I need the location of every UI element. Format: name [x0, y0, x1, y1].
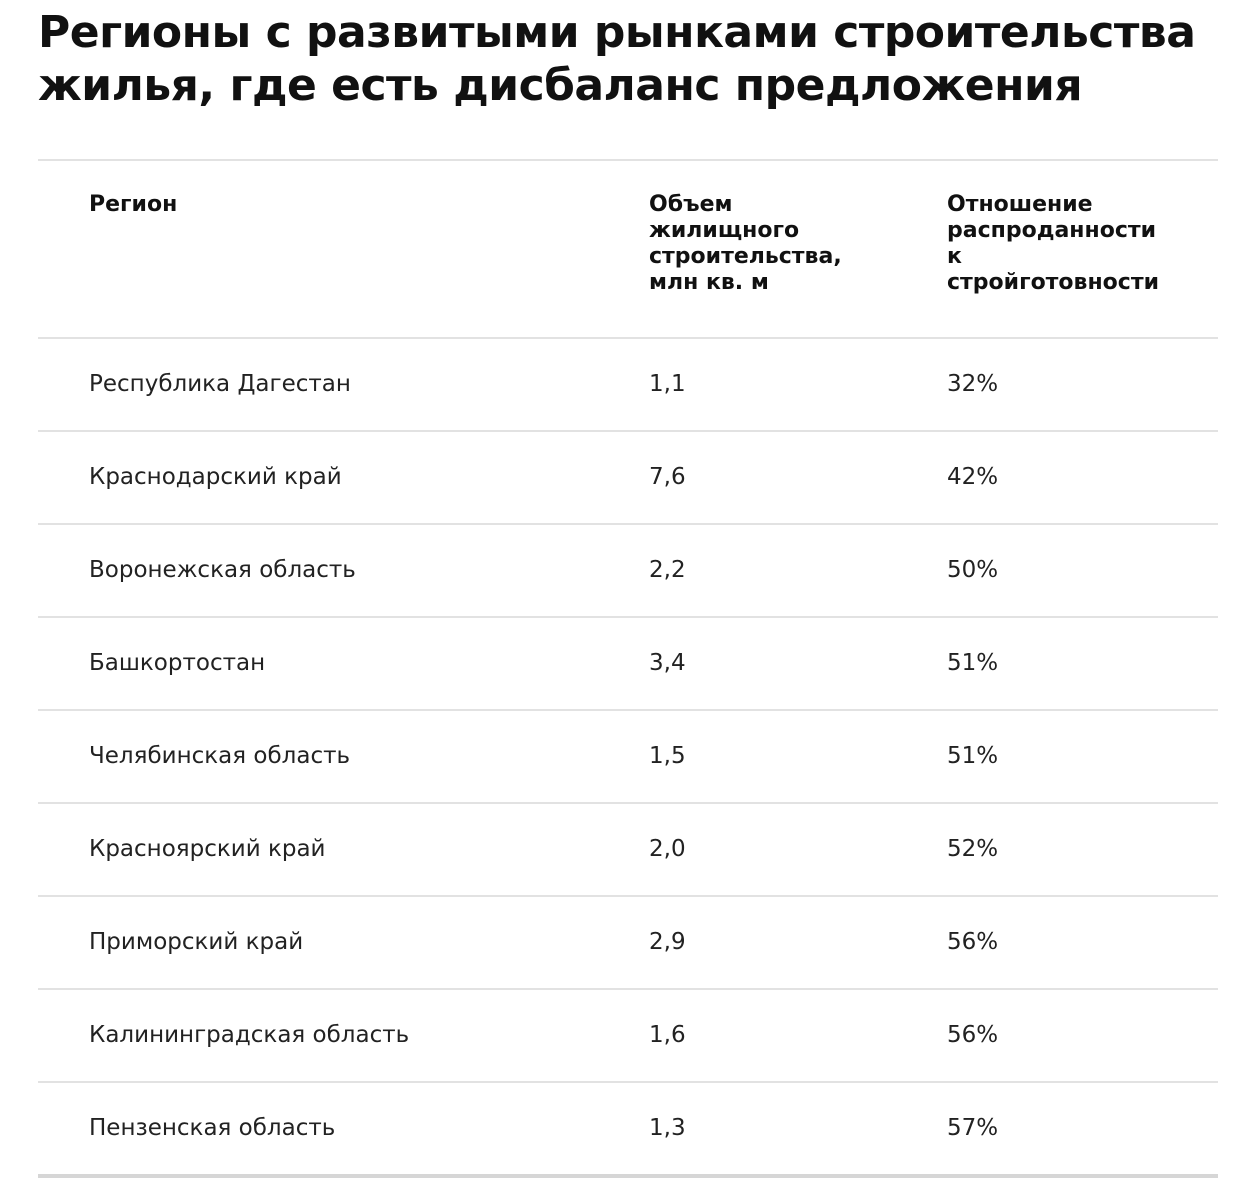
table-row: Приморский край 2,9 56%: [38, 897, 1218, 990]
volume-cell: 3,4: [649, 650, 686, 676]
ratio-cell: 52%: [947, 836, 999, 862]
volume-cell: 1,5: [649, 743, 686, 769]
region-cell: Башкортостан: [89, 650, 266, 676]
region-cell: Приморский край: [89, 929, 304, 955]
ratio-cell: 51%: [947, 743, 999, 769]
ratio-cell: 51%: [947, 650, 999, 676]
region-cell: Красноярский край: [89, 836, 326, 862]
table-row: Калининградская область 1,6 56%: [38, 990, 1218, 1083]
region-cell: Калининградская область: [89, 1022, 410, 1048]
volume-cell: 1,3: [649, 1115, 686, 1141]
column-header-region: Регион: [89, 192, 178, 217]
table-row: Воронежская область 2,2 50%: [38, 525, 1218, 618]
column-header-volume: Объем жилищного строительства, млн кв. м: [649, 192, 842, 295]
table-row: Республика Дагестан 1,1 32%: [38, 339, 1218, 432]
volume-cell: 2,0: [649, 836, 686, 862]
data-table: Регион Объем жилищного строительства, мл…: [38, 159, 1218, 1178]
volume-cell: 2,9: [649, 929, 686, 955]
ratio-cell: 56%: [947, 1022, 999, 1048]
page-title: Регионы с развитыми рынками строительств…: [38, 7, 1196, 111]
table-row: Башкортостан 3,4 51%: [38, 618, 1218, 711]
volume-cell: 7,6: [649, 464, 686, 490]
article-content: Регионы с развитыми рынками строительств…: [38, 0, 1218, 1178]
region-cell: Пензенская область: [89, 1115, 336, 1141]
volume-cell: 2,2: [649, 557, 686, 583]
region-cell: Воронежская область: [89, 557, 356, 583]
table-row: Краснодарский край 7,6 42%: [38, 432, 1218, 525]
region-cell: Краснодарский край: [89, 464, 342, 490]
region-cell: Челябинская область: [89, 743, 351, 769]
volume-cell: 1,1: [649, 371, 686, 397]
column-header-ratio: Отношение распроданности к стройготовнос…: [947, 192, 1159, 295]
ratio-cell: 57%: [947, 1115, 999, 1141]
table-header: Регион Объем жилищного строительства, мл…: [38, 161, 1218, 339]
region-cell: Республика Дагестан: [89, 371, 351, 397]
table-row: Челябинская область 1,5 51%: [38, 711, 1218, 804]
volume-cell: 1,6: [649, 1022, 686, 1048]
table-row: Красноярский край 2,0 52%: [38, 804, 1218, 897]
ratio-cell: 50%: [947, 557, 999, 583]
ratio-cell: 42%: [947, 464, 999, 490]
table-row: Пензенская область 1,3 57%: [38, 1083, 1218, 1178]
ratio-cell: 56%: [947, 929, 999, 955]
ratio-cell: 32%: [947, 371, 999, 397]
